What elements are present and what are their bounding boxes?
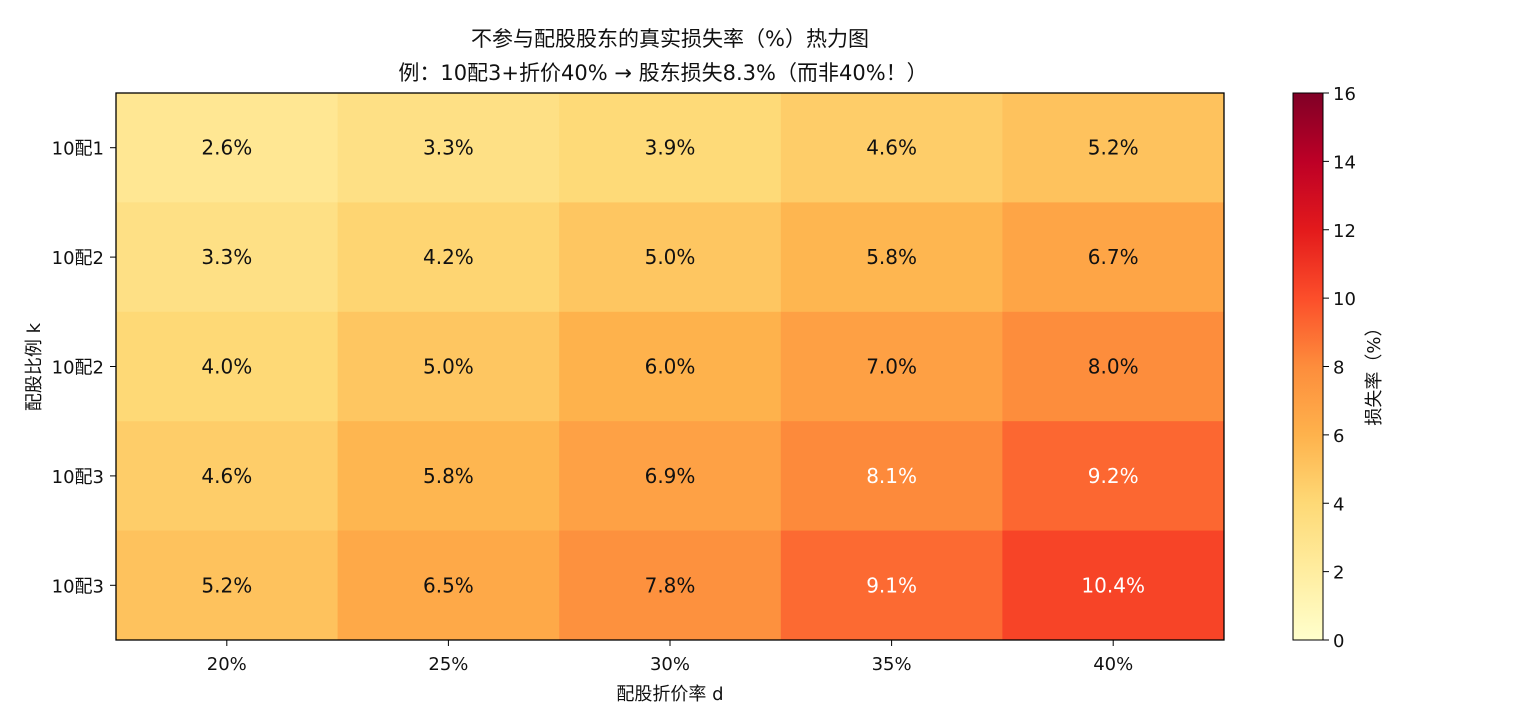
- heatmap-cell: [337, 311, 560, 422]
- x-axis-label: 配股折价率 d: [616, 684, 723, 705]
- colorbar-tick-label: 10: [1333, 289, 1356, 310]
- chart-title: 不参与配股股东的真实损失率（%）热力图: [471, 27, 869, 51]
- cell-value-label: 6.0%: [645, 355, 696, 379]
- heatmap-cell: [780, 202, 1003, 313]
- heatmap-cell: [337, 93, 560, 203]
- heatmap-cell: [337, 530, 560, 641]
- cell-value-label: 9.1%: [866, 573, 917, 597]
- cell-value-label: 10.4%: [1081, 573, 1145, 597]
- heatmap-cell: [116, 530, 339, 641]
- heatmap-cell: [337, 421, 560, 532]
- cell-value-label: 8.0%: [1088, 355, 1139, 379]
- heatmap-cell-labels: 2.6% 3.3% 3.9% 4.6% 5.2% 3.3% 4.2% 5.0% 5.8% 6.7%…: [201, 136, 1145, 598]
- heatmap-cell: [559, 530, 782, 641]
- cell-value-label: 6.9%: [645, 464, 696, 488]
- x-tick-label: 30%: [650, 654, 690, 675]
- x-tick-label: 35%: [872, 654, 912, 675]
- heatmap-cell: [559, 93, 782, 203]
- x-tick-label: 40%: [1093, 654, 1133, 675]
- cell-value-label: 5.8%: [423, 464, 474, 488]
- colorbar-ticks: 0 2 4 6 8 10 12 14 16: [1323, 84, 1356, 652]
- colorbar-tick-label: 4: [1333, 494, 1344, 515]
- y-tick-label: 10配2: [52, 358, 104, 379]
- cell-value-label: 5.0%: [645, 245, 696, 269]
- y-tick-label: 10配1: [52, 139, 104, 160]
- cell-value-label: 3.9%: [645, 136, 696, 160]
- heatmap-cell: [559, 421, 782, 532]
- colorbar-tick-label: 2: [1333, 563, 1344, 584]
- colorbar-tick-label: 6: [1333, 426, 1344, 447]
- colorbar-tick-label: 12: [1333, 221, 1356, 242]
- heatmap-cell: [116, 93, 339, 203]
- colorbar-label: 损失率（%）: [1364, 318, 1385, 425]
- heatmap-cell: [116, 202, 339, 313]
- chart-subtitle: 例：10配3+折价40% → 股东损失8.3%（而非40%！）: [398, 61, 927, 85]
- heatmap-cell: [1002, 93, 1225, 203]
- heatmap-cell: [1002, 202, 1225, 313]
- x-axis-ticks: 20% 25% 30% 35% 40%: [207, 640, 1133, 675]
- x-tick-label: 20%: [207, 654, 247, 675]
- heatmap-cells: [116, 93, 1225, 641]
- cell-value-label: 9.2%: [1088, 464, 1139, 488]
- cell-value-label: 4.0%: [201, 355, 252, 379]
- y-tick-label: 10配3: [52, 576, 104, 597]
- heatmap-cell: [559, 202, 782, 313]
- heatmap-cell: [780, 530, 1003, 641]
- colorbar-tick-label: 14: [1333, 152, 1356, 173]
- heatmap-cell: [559, 311, 782, 422]
- heatmap-cell: [1002, 311, 1225, 422]
- heatmap-cell: [116, 421, 339, 532]
- heatmap-cell: [780, 93, 1003, 203]
- cell-value-label: 5.0%: [423, 355, 474, 379]
- y-axis-label: 配股比例 k: [24, 322, 45, 411]
- x-tick-label: 25%: [428, 654, 468, 675]
- cell-value-label: 5.2%: [1088, 136, 1139, 160]
- cell-value-label: 4.2%: [423, 245, 474, 269]
- cell-value-label: 8.1%: [866, 464, 917, 488]
- heatmap-cell: [116, 311, 339, 422]
- cell-value-label: 3.3%: [201, 245, 252, 269]
- colorbar-tick-label: 0: [1333, 631, 1344, 652]
- cell-value-label: 4.6%: [201, 464, 252, 488]
- heatmap-cell: [780, 311, 1003, 422]
- colorbar-tick-label: 8: [1333, 358, 1344, 379]
- cell-value-label: 6.7%: [1088, 245, 1139, 269]
- cell-value-label: 3.3%: [423, 136, 474, 160]
- heatmap-cell: [1002, 421, 1225, 532]
- y-axis-ticks: 10配1 10配2 10配2 10配3 10配3: [52, 139, 116, 597]
- y-tick-label: 10配3: [52, 467, 104, 488]
- heatmap-cell: [1002, 530, 1225, 641]
- heatmap-cell: [337, 202, 560, 313]
- cell-value-label: 5.2%: [201, 573, 252, 597]
- cell-value-label: 7.8%: [645, 573, 696, 597]
- cell-value-label: 5.8%: [866, 245, 917, 269]
- heatmap-cell: [780, 421, 1003, 532]
- colorbar: [1292, 92, 1324, 641]
- cell-value-label: 2.6%: [201, 136, 252, 160]
- cell-value-label: 7.0%: [866, 355, 917, 379]
- colorbar-tick-label: 16: [1333, 84, 1356, 105]
- cell-value-label: 4.6%: [866, 136, 917, 160]
- cell-value-label: 6.5%: [423, 573, 474, 597]
- y-tick-label: 10配2: [52, 248, 104, 269]
